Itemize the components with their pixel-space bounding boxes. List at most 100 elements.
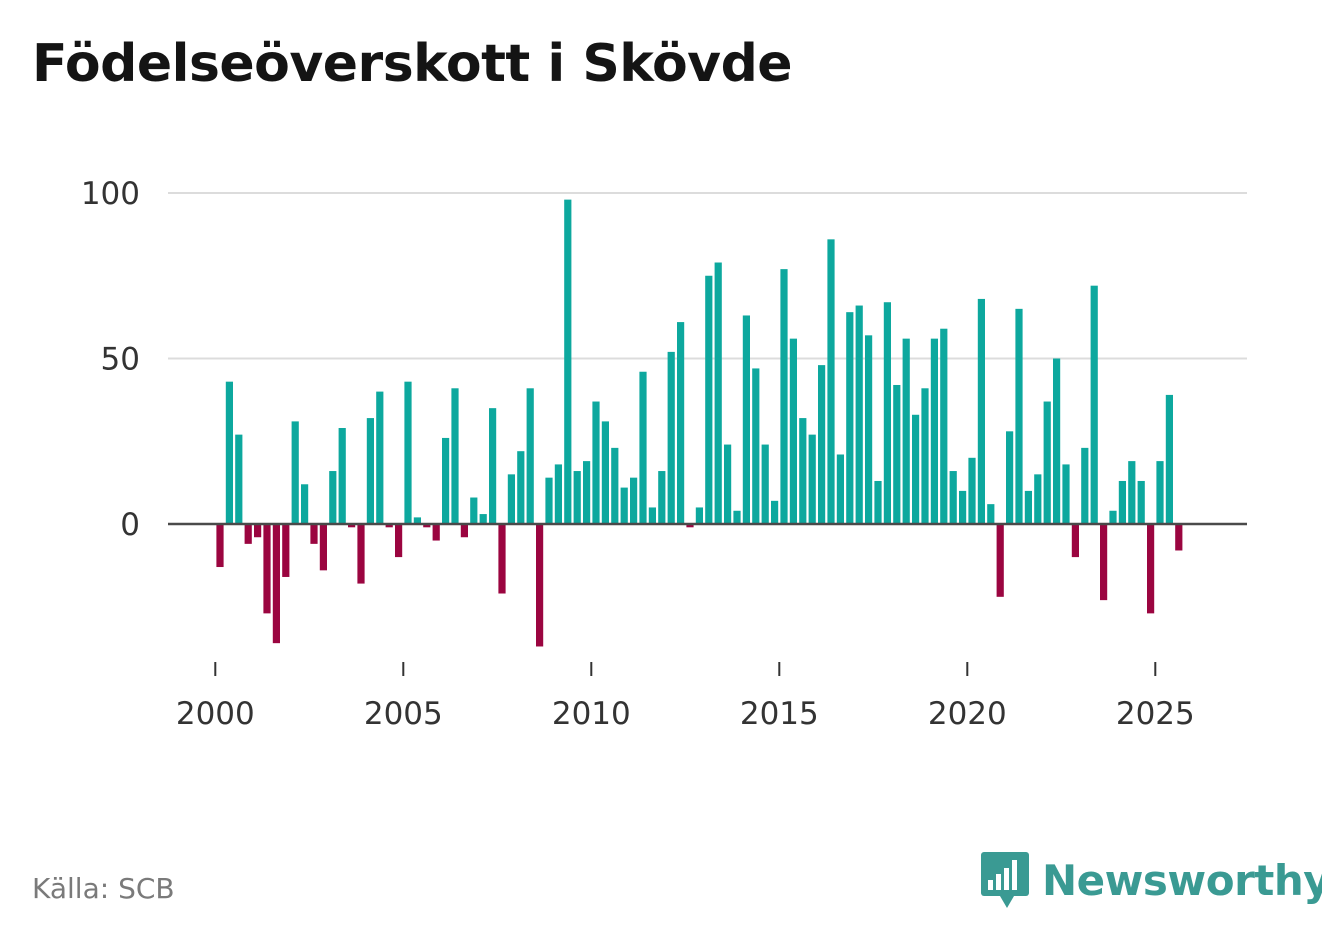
bar	[442, 437, 450, 524]
bar	[836, 454, 844, 524]
bar	[1156, 461, 1164, 524]
bar	[470, 497, 478, 524]
bar	[808, 434, 816, 524]
bar	[536, 524, 544, 647]
bar	[216, 524, 224, 568]
bar	[667, 351, 675, 524]
bar	[1081, 447, 1089, 524]
bar	[733, 510, 741, 524]
chart-title: Födelseöverskott i Skövde	[32, 34, 793, 94]
bar	[658, 471, 666, 524]
bar	[639, 371, 647, 524]
bar	[601, 421, 609, 524]
y-tick-label: 50	[101, 342, 140, 378]
bar	[254, 524, 262, 538]
bar	[780, 269, 788, 524]
bar	[507, 474, 515, 524]
newsworthy-logo-icon	[981, 852, 1029, 908]
bar	[1024, 490, 1032, 524]
bar	[432, 524, 440, 541]
bars	[216, 199, 1183, 647]
x-tick-label: 2010	[552, 696, 631, 732]
bar	[855, 305, 863, 524]
source-label: Källa: SCB	[32, 872, 175, 905]
bar	[310, 524, 318, 544]
bar	[489, 408, 497, 524]
bar	[761, 444, 769, 524]
bar	[1100, 524, 1108, 601]
bar	[893, 384, 901, 524]
bar	[771, 500, 779, 524]
bar	[714, 262, 722, 524]
bar	[357, 524, 365, 584]
bar	[263, 524, 271, 614]
bar	[977, 298, 985, 524]
bar	[686, 524, 694, 528]
bar-chart: 100 50 0 2000 2005 2010 2015 2020 2025	[81, 176, 1247, 732]
bar	[592, 401, 600, 524]
y-axis: 100 50 0	[81, 176, 140, 543]
bar	[348, 524, 356, 528]
bar	[1071, 524, 1079, 558]
bar	[338, 428, 346, 524]
bar	[583, 461, 591, 524]
bar	[573, 471, 581, 524]
bar	[883, 302, 891, 524]
bar	[517, 451, 525, 524]
bar	[1053, 358, 1061, 524]
bar	[949, 471, 957, 524]
bar	[291, 421, 299, 524]
bar	[874, 480, 882, 524]
bar	[1043, 401, 1051, 524]
bar	[620, 487, 628, 524]
bar	[376, 391, 384, 524]
bar	[987, 504, 995, 524]
bar	[413, 517, 421, 524]
bar	[865, 335, 873, 524]
bar	[1006, 431, 1014, 524]
x-tick-label: 2015	[740, 696, 819, 732]
bar	[451, 388, 459, 524]
bar	[526, 388, 534, 524]
bar	[940, 328, 948, 524]
bar	[235, 434, 243, 524]
newsworthy-logo[interactable]: Newsworthy	[980, 850, 1322, 910]
bar	[1175, 524, 1183, 551]
bar	[404, 381, 412, 524]
bar	[479, 514, 487, 524]
bar	[545, 477, 553, 524]
brand-name: Newsworthy	[1042, 855, 1322, 905]
bar	[1118, 480, 1126, 524]
bar	[996, 524, 1004, 597]
bar	[272, 524, 280, 644]
bar	[752, 368, 760, 524]
bar	[742, 315, 750, 524]
bar	[930, 338, 938, 524]
bar	[789, 338, 797, 524]
bar	[319, 524, 327, 571]
x-tick-label: 2005	[364, 696, 443, 732]
bar	[827, 239, 835, 524]
x-tick-label: 2020	[928, 696, 1007, 732]
bar	[959, 490, 967, 524]
bar	[1147, 524, 1155, 614]
x-tick-label: 2025	[1116, 696, 1195, 732]
bar	[695, 507, 703, 524]
bar	[301, 484, 309, 524]
bar	[329, 471, 337, 524]
bar	[724, 444, 732, 524]
bar	[385, 524, 393, 528]
bar	[1165, 394, 1173, 524]
bar	[1137, 480, 1145, 524]
bar	[968, 457, 976, 524]
bar	[921, 388, 929, 524]
bar	[423, 524, 431, 528]
bar	[244, 524, 252, 544]
y-tick-label: 100	[81, 176, 140, 212]
bar	[225, 381, 233, 524]
bar	[1109, 510, 1117, 524]
bar	[366, 418, 374, 524]
bar	[282, 524, 290, 577]
bar	[395, 524, 403, 558]
bar	[912, 414, 920, 524]
